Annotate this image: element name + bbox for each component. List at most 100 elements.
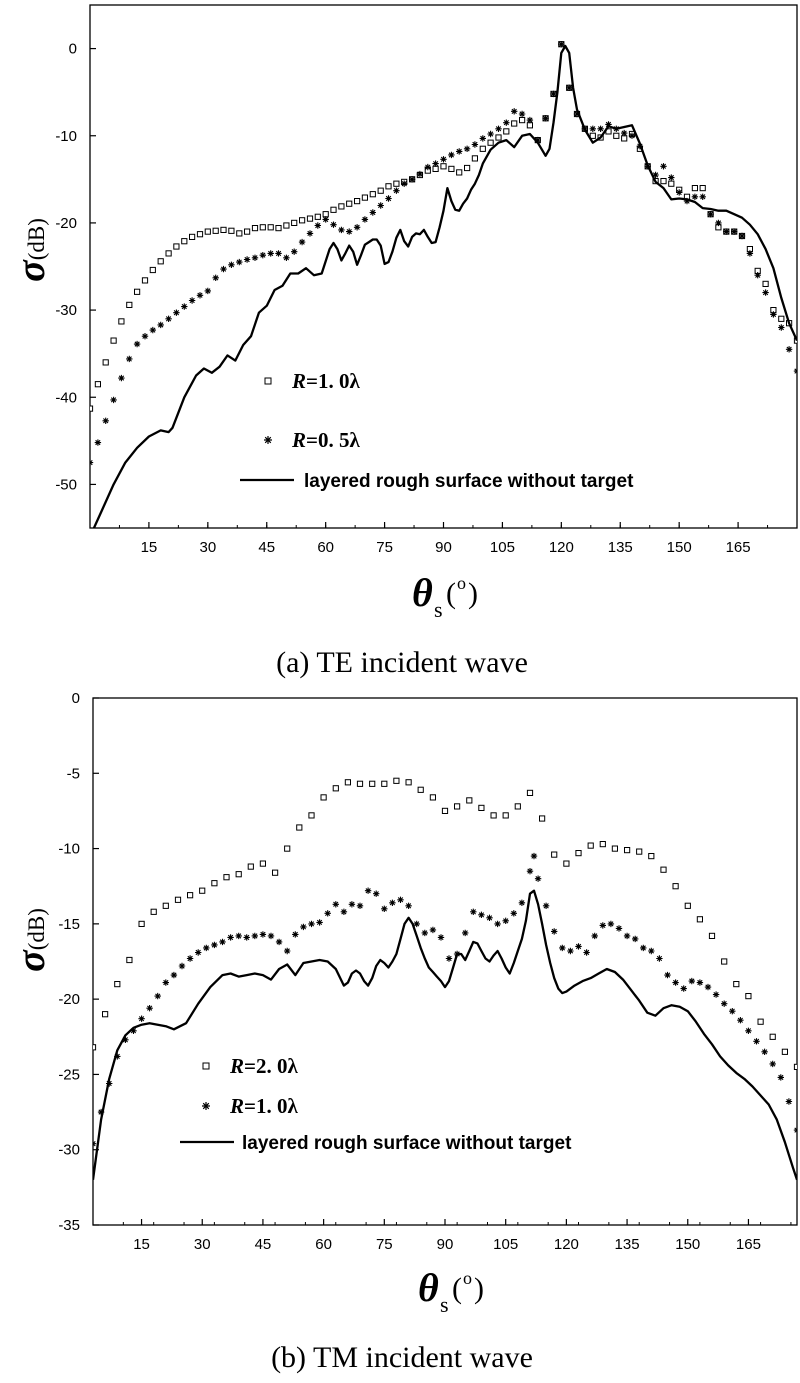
tm-star-point [356, 902, 364, 909]
tm-square-point [259, 860, 266, 867]
tm-x-tick-label: 120 [554, 1236, 579, 1253]
tm-star-point [575, 943, 582, 950]
tm-star-point [510, 910, 517, 917]
tm-y-tick-label: -30 [58, 1142, 80, 1159]
tm-star-point [203, 944, 210, 952]
tm-star-point [729, 1008, 736, 1015]
tm-square-point [721, 958, 728, 965]
te-x-tick-label: 105 [490, 539, 515, 556]
tm-star-point [615, 925, 623, 932]
te-star-point [597, 125, 604, 132]
te-star-point [259, 252, 266, 259]
te-square-point [90, 405, 94, 412]
tm-xlabel-close: ) [474, 1272, 484, 1305]
te-square-point [354, 198, 361, 205]
te-x-tick-label: 75 [376, 539, 393, 556]
tm-star-point [138, 1015, 145, 1022]
te-square-point [134, 288, 141, 295]
tm-star-point [583, 949, 590, 956]
tm-legend-label: R=1. 0λ [229, 1094, 298, 1118]
tm-star-point [632, 935, 639, 943]
tm-y-tick-label: -15 [58, 916, 80, 933]
te-star-point [432, 160, 439, 167]
tm-square-point [648, 853, 655, 860]
tm-star-point [389, 899, 396, 906]
te-square-point [621, 135, 628, 142]
tm-star-point [178, 962, 186, 970]
svg-text:σ(dB): σ(dB) [8, 908, 53, 972]
tm-y-tick-label: -10 [58, 841, 80, 858]
te-star-point [149, 326, 156, 334]
te-x-tick-label: 120 [549, 539, 574, 556]
te-ylabel-unit: (dB) [24, 218, 49, 260]
tm-square-point [344, 779, 351, 786]
tm-square-point [466, 797, 473, 804]
tm-star-point [146, 1005, 153, 1012]
tm-y-tick-label: -25 [58, 1066, 80, 1083]
te-star-point [236, 258, 243, 266]
te-star-point [605, 121, 612, 128]
te-x-tick-label: 135 [608, 539, 633, 556]
tm-star-point [364, 887, 372, 894]
te-star-point [558, 41, 565, 48]
tm-square-point [745, 993, 752, 1000]
te-legend: R=1. 0λ R=0. 5λ layered rough surface with… [240, 369, 634, 492]
tm-square-point [393, 777, 400, 784]
tm-star-point [324, 910, 331, 917]
te-square-point [448, 165, 455, 173]
te-star-point [668, 174, 675, 181]
te-square-point [110, 337, 117, 344]
tm-star-point [753, 1038, 760, 1045]
te-square-point [346, 200, 353, 207]
tm-xlabel-deg: o [463, 1268, 472, 1288]
tm-star-point [551, 928, 558, 935]
tm-star-point [381, 905, 388, 912]
te-star-point [212, 274, 219, 281]
te-x-axis-label: θ s ( o ) [412, 570, 478, 622]
tm-square-point [611, 845, 618, 852]
tm-square-point [114, 981, 121, 988]
tm-square-point [781, 1048, 788, 1055]
tm-square-point [223, 874, 230, 881]
te-square-point [236, 230, 243, 237]
te-square-point [589, 132, 596, 139]
te-star-point [110, 396, 117, 404]
te-square-point [699, 185, 706, 192]
te-star-point [291, 248, 298, 255]
tm-star-point [340, 908, 348, 915]
te-star-point [408, 176, 416, 183]
tm-square-point [332, 785, 339, 792]
tm-x-tick-label: 30 [194, 1236, 211, 1253]
tm-star-point [413, 920, 420, 928]
tm-square-point [526, 789, 534, 796]
tm-star-point [421, 929, 428, 937]
te-star-point [401, 180, 408, 187]
te-star-point [495, 125, 502, 132]
tm-star-point [785, 1098, 793, 1105]
tm-square-point [356, 780, 364, 787]
te-star-point [542, 115, 549, 122]
tm-star-point [462, 929, 469, 937]
tm-star-point [712, 991, 720, 998]
te-square-point [369, 191, 376, 198]
te-star-point [133, 340, 141, 348]
tm-star-point [275, 938, 283, 946]
te-legend-label: R=0. 5λ [291, 428, 360, 452]
tm-star-point [259, 931, 267, 938]
tm-square-point [381, 780, 388, 787]
te-xlabel-close: ) [468, 577, 478, 610]
tm-square-point [174, 896, 182, 903]
tm-x-tick-label: 150 [675, 1236, 700, 1253]
tm-star-point [251, 932, 258, 940]
te-star-point [385, 195, 392, 202]
tm-square-point [599, 841, 606, 848]
te-star-point [424, 163, 431, 171]
tm-star-point [704, 983, 712, 991]
te-star-point [731, 228, 738, 235]
te-square-point [291, 219, 298, 227]
te-square-point [793, 337, 797, 344]
te-square-point [613, 132, 620, 139]
tm-star-point [648, 947, 655, 955]
tm-star-point [267, 932, 275, 940]
tm-star-point [227, 934, 234, 941]
